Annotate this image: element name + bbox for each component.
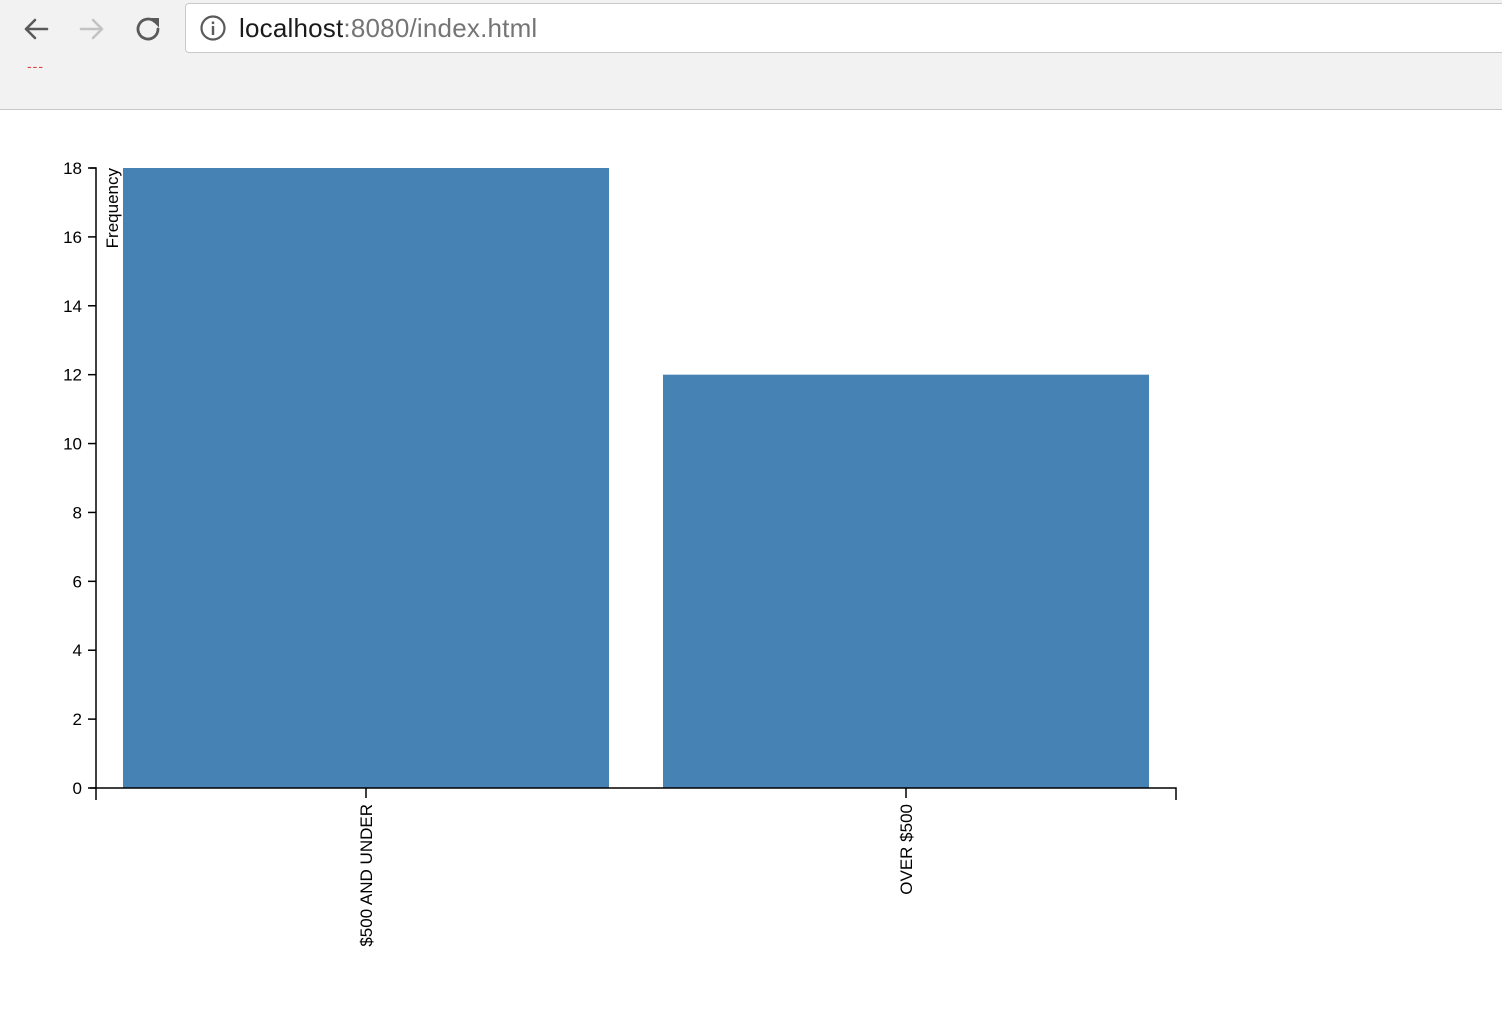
url-text: localhost:8080/index.html	[239, 13, 537, 44]
back-arrow-icon	[24, 18, 49, 40]
y-tick-label: 16	[63, 228, 82, 247]
x-axis-line	[95, 787, 1177, 800]
y-tick-label: 0	[73, 779, 82, 798]
forward-button[interactable]	[73, 10, 111, 48]
y-tick-label: 14	[63, 297, 82, 316]
x-tick-label: OVER $500	[897, 804, 916, 895]
y-tick-label: 2	[73, 710, 82, 729]
back-button[interactable]	[17, 10, 55, 48]
forward-arrow-icon	[79, 18, 104, 40]
y-axis-label: Frequency	[103, 168, 122, 249]
reload-icon	[136, 17, 160, 41]
bar-chart: 0 2 4 6 8 10 12 14 16 18 Frequency $500 AND UNDER OV…	[63, 159, 1177, 947]
dash-mark: ---	[27, 58, 44, 74]
x-tick-label: $500 AND UNDER	[357, 804, 376, 947]
y-axis-line	[90, 167, 97, 789]
info-icon[interactable]	[199, 14, 227, 42]
browser-toolbar: localhost:8080/index.html ---	[0, 0, 1502, 110]
y-tick-label: 10	[63, 435, 82, 454]
bar	[123, 168, 609, 788]
y-tick-label: 6	[73, 572, 82, 591]
y-tick-label: 18	[63, 159, 82, 178]
bar	[663, 374, 1149, 788]
y-tick-label: 12	[63, 366, 82, 385]
url-host: localhost	[239, 12, 344, 43]
y-tick-label: 4	[73, 641, 82, 660]
y-tick-label: 8	[73, 503, 82, 522]
url-path: :8080/index.html	[343, 12, 538, 43]
address-bar[interactable]: localhost:8080/index.html	[185, 3, 1502, 53]
reload-button[interactable]	[129, 10, 167, 48]
